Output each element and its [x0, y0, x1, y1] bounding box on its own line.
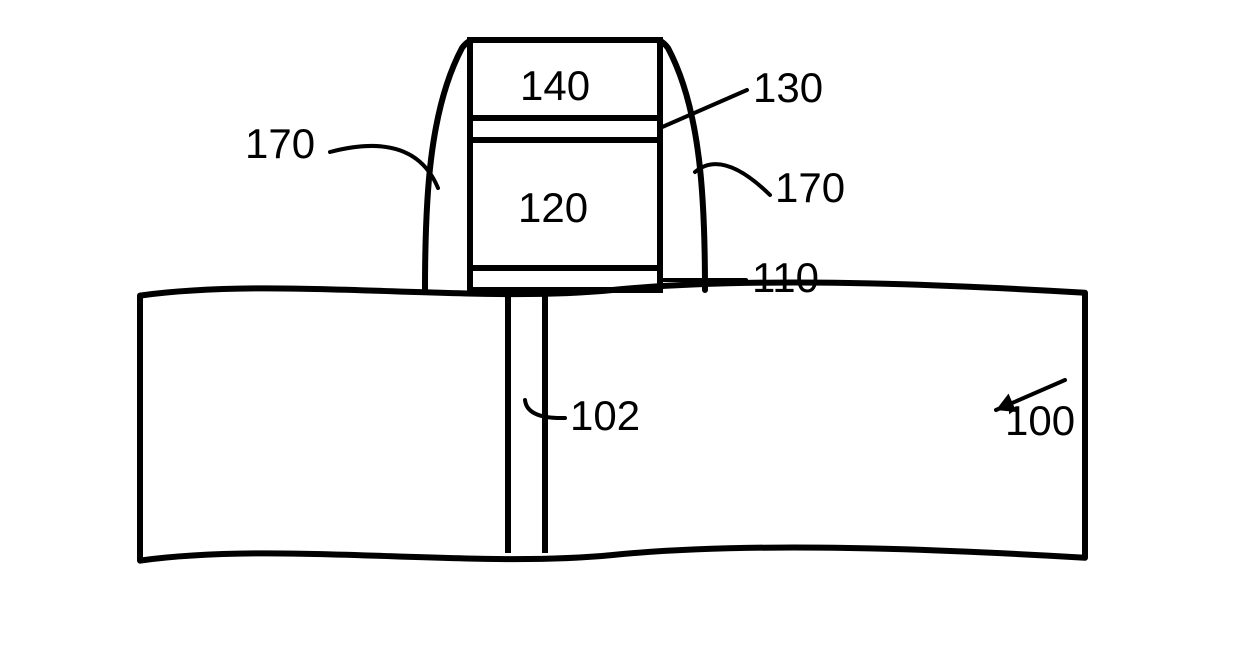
- label-102: 102: [570, 392, 640, 439]
- label-130: 130: [753, 64, 823, 111]
- layer-130: [470, 118, 660, 140]
- substrate-bottom-edge: [140, 548, 1085, 561]
- figure-canvas: 140 130 170 170 120 110 102 100: [0, 0, 1237, 655]
- label-170: 170: [245, 120, 315, 167]
- label-120: 120: [518, 184, 588, 231]
- label-110: 110: [752, 254, 819, 301]
- label-170: 170: [775, 164, 845, 211]
- label-140: 140: [520, 62, 590, 109]
- spacer-170-right: [656, 40, 705, 290]
- label-100: 100: [1005, 397, 1075, 444]
- spacer-170-left: [425, 40, 474, 290]
